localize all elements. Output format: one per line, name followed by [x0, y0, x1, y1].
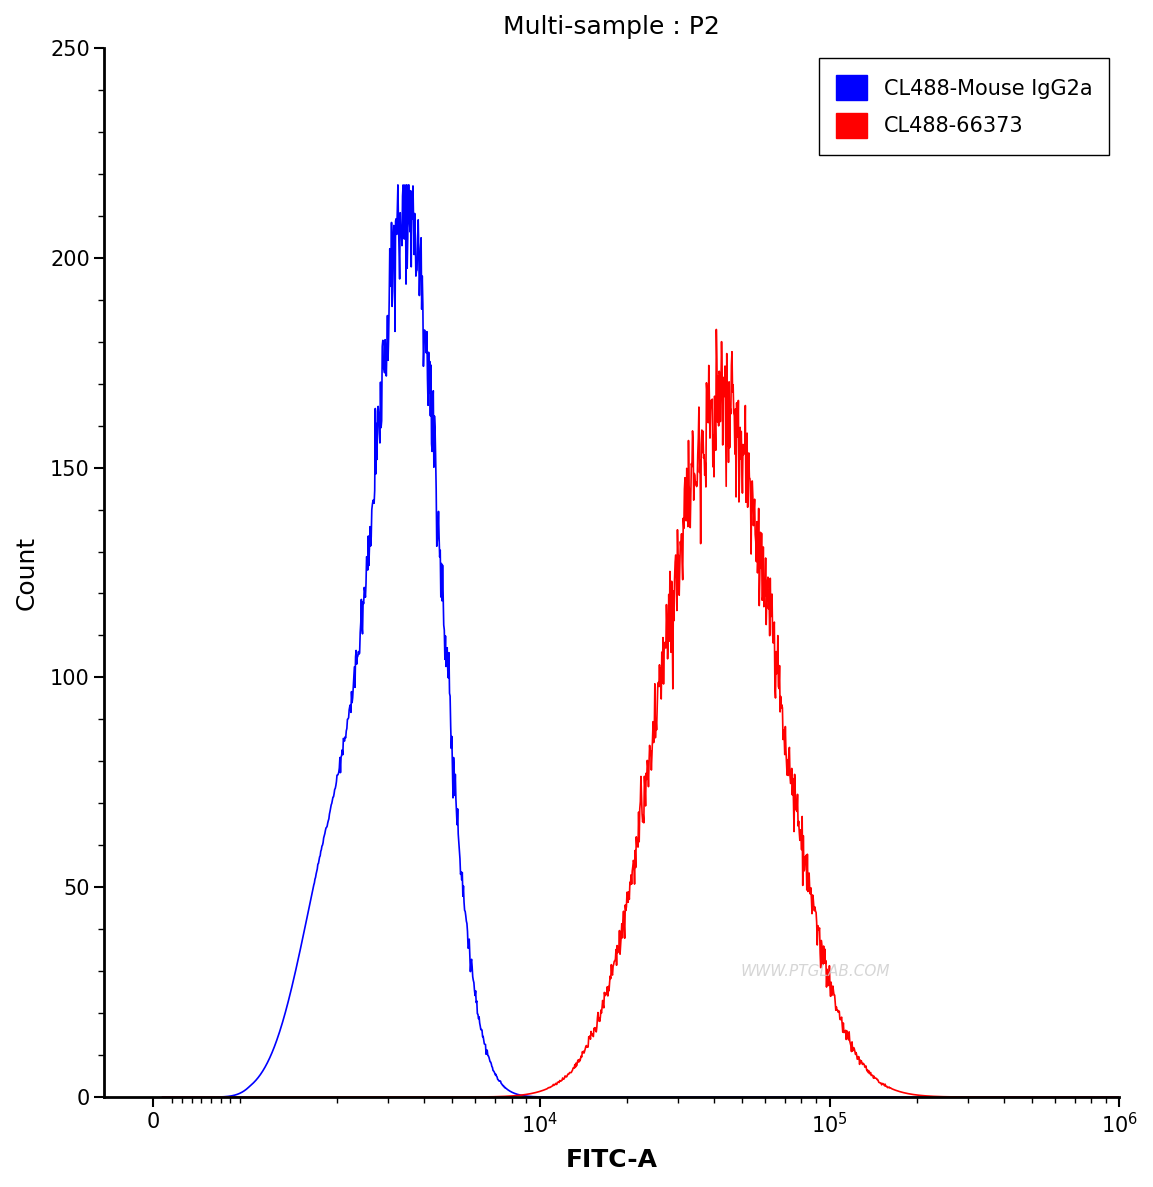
Title: Multi-sample : P2: Multi-sample : P2: [504, 15, 721, 39]
Legend: CL488-Mouse IgG2a, CL488-66373: CL488-Mouse IgG2a, CL488-66373: [819, 58, 1109, 155]
Y-axis label: Count: Count: [15, 535, 39, 610]
Text: WWW.PTGLAB.COM: WWW.PTGLAB.COM: [740, 964, 890, 979]
X-axis label: FITC-A: FITC-A: [566, 1148, 658, 1172]
